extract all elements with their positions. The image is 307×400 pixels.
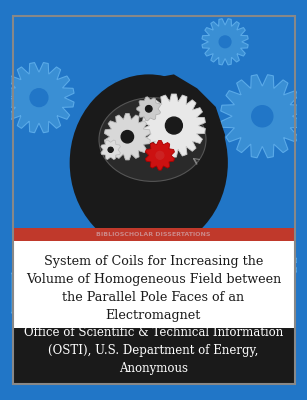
Polygon shape	[104, 114, 150, 160]
Circle shape	[108, 147, 113, 152]
Text: System of Coils for Increasing the
Volume of Homogeneous Field between
the Paral: System of Coils for Increasing the Volum…	[26, 255, 281, 322]
Ellipse shape	[70, 74, 228, 251]
Circle shape	[265, 258, 278, 272]
Text: Office of Scientific & Technical Information
(OSTI), U.S. Department of Energy,
: Office of Scientific & Technical Informa…	[24, 326, 283, 375]
Polygon shape	[221, 75, 304, 158]
Polygon shape	[146, 140, 174, 170]
Ellipse shape	[99, 98, 206, 181]
Polygon shape	[4, 62, 74, 133]
Circle shape	[146, 106, 152, 112]
Circle shape	[30, 89, 48, 106]
Circle shape	[165, 117, 182, 134]
Polygon shape	[137, 97, 161, 121]
Circle shape	[13, 286, 27, 300]
Text: BIBLIOSCHOLAR DISSERTATIONS: BIBLIOSCHOLAR DISSERTATIONS	[96, 232, 211, 237]
Circle shape	[252, 106, 273, 127]
Circle shape	[156, 152, 164, 159]
Bar	[13, 228, 295, 241]
Polygon shape	[142, 94, 205, 157]
Polygon shape	[146, 74, 225, 248]
Polygon shape	[0, 265, 48, 321]
Circle shape	[121, 130, 134, 143]
Bar	[13, 239, 295, 384]
Polygon shape	[246, 239, 297, 291]
Polygon shape	[101, 140, 120, 160]
Polygon shape	[202, 19, 248, 65]
FancyBboxPatch shape	[116, 186, 163, 270]
Circle shape	[219, 36, 231, 48]
Bar	[13, 328, 295, 384]
